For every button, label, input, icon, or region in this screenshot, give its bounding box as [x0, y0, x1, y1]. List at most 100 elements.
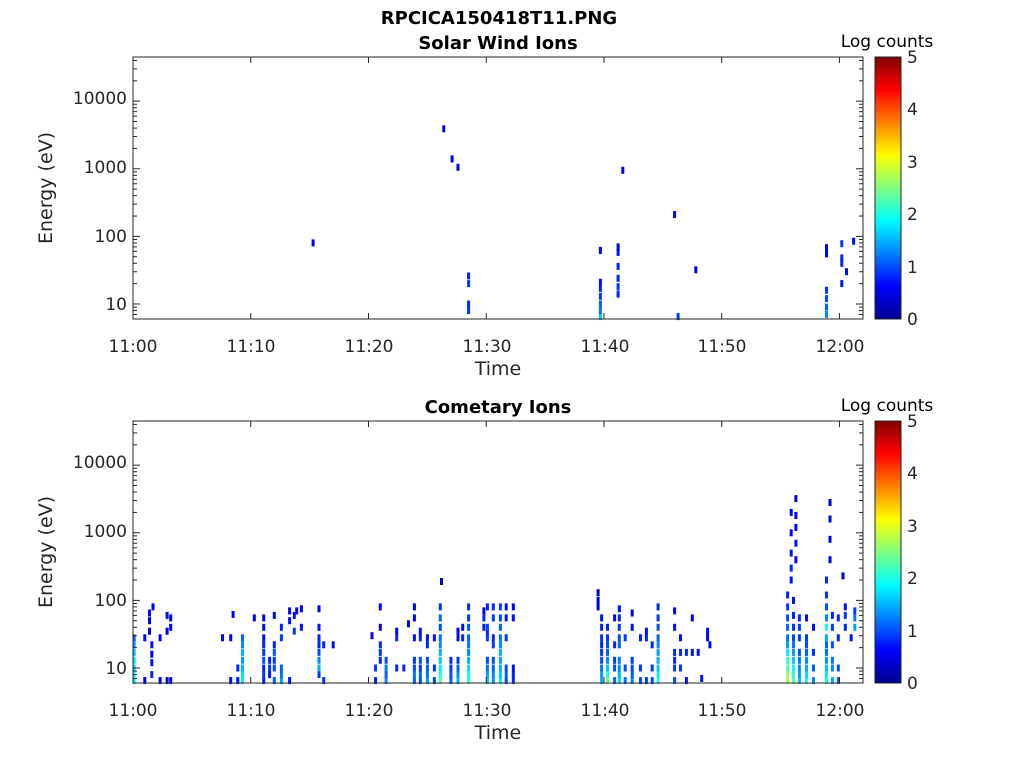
heatmap-cell — [268, 656, 272, 664]
heatmap-cell — [786, 656, 790, 664]
heatmap-cell — [272, 677, 276, 685]
heatmap-cell — [498, 677, 502, 685]
panel-1-xtick-label: 11:20 — [345, 337, 394, 357]
heatmap-cell — [621, 166, 625, 174]
heatmap-cell — [299, 623, 303, 631]
heatmap-cell — [694, 266, 698, 274]
heatmap-cell — [706, 627, 710, 635]
heatmap-cell — [623, 677, 627, 685]
heatmap-cell — [467, 641, 471, 649]
heatmap-cell — [598, 307, 602, 315]
panel-1-xtick-label: 11:40 — [581, 337, 630, 357]
heatmap-cell — [432, 677, 436, 685]
heatmap-cell — [617, 641, 621, 649]
panel-1-colorbar-label: Log counts — [841, 32, 934, 52]
heatmap-cell — [600, 677, 604, 685]
heatmap-cell — [656, 648, 660, 656]
panel-2-axes-frame — [132, 420, 864, 684]
heatmap-cell — [840, 254, 844, 262]
panel-1-colorbar — [874, 56, 902, 320]
heatmap-cell — [438, 656, 442, 664]
heatmap-cell — [696, 648, 700, 656]
panel-2-xtick-label: 11:40 — [581, 701, 630, 721]
heatmap-cell — [606, 671, 609, 679]
heatmap-cell — [708, 641, 712, 649]
heatmap-cell — [656, 623, 660, 631]
heatmap-cell — [288, 677, 292, 685]
panel-2-xtick-label: 11:50 — [698, 701, 747, 721]
heatmap-cell — [828, 515, 832, 523]
heatmap-cell — [797, 614, 801, 622]
heatmap-cell — [825, 603, 828, 611]
heatmap-cell — [412, 677, 416, 685]
panel-2-colorbar-tick: 2 — [907, 569, 918, 589]
heatmap-cell — [617, 634, 621, 642]
heatmap-cell — [467, 307, 471, 315]
heatmap-cell — [606, 664, 609, 672]
heatmap-cell — [825, 671, 828, 679]
heatmap-cell — [812, 664, 815, 672]
heatmap-cell — [606, 648, 609, 656]
panel-2-ytick-label: 100 — [95, 591, 127, 611]
heatmap-cell — [279, 671, 283, 679]
heatmap-cell — [598, 300, 602, 308]
panel-2-colorbar-tick: 1 — [907, 622, 918, 642]
heatmap-cell — [825, 656, 828, 664]
heatmap-cell — [262, 648, 266, 656]
heatmap-cell — [412, 614, 416, 622]
heatmap-cell — [797, 623, 801, 631]
panel-2-xtick-label: 12:00 — [816, 701, 865, 721]
heatmap-cell — [485, 671, 489, 679]
panel-2-ticks — [132, 420, 901, 684]
heatmap-cell — [617, 677, 621, 685]
heatmap-cell — [491, 656, 495, 664]
heatmap-cell — [673, 211, 677, 219]
heatmap-cell — [792, 641, 795, 649]
heatmap-cell — [805, 634, 808, 642]
panel-2-ytick-label: 10 — [105, 659, 127, 679]
panel-1-xtick-label: 11:30 — [463, 337, 512, 357]
heatmap-cell — [840, 259, 844, 267]
heatmap-cell — [150, 659, 154, 667]
heatmap-cell — [241, 664, 244, 672]
heatmap-cell — [843, 623, 847, 631]
heatmap-cell — [673, 623, 677, 631]
heatmap-cell — [617, 623, 621, 631]
heatmap-cell — [288, 617, 292, 625]
heatmap-cell — [456, 627, 460, 635]
heatmap-cell — [786, 648, 790, 656]
heatmap-cell — [805, 671, 808, 679]
heatmap-cell — [644, 634, 648, 642]
heatmap-cell — [825, 634, 828, 642]
heatmap-cell — [331, 641, 335, 649]
heatmap-cell — [845, 268, 848, 276]
heatmap-cell — [598, 284, 602, 292]
heatmap-cell — [830, 656, 834, 664]
heatmap-cell — [279, 664, 283, 672]
heatmap-cell — [262, 634, 266, 642]
heatmap-cell — [384, 656, 388, 664]
heatmap-cell — [630, 609, 634, 617]
heatmap-cell — [158, 677, 162, 685]
heatmap-cell — [700, 675, 704, 682]
heatmap-cell — [378, 603, 382, 611]
heatmap-cell — [792, 623, 795, 631]
heatmap-cell — [467, 671, 471, 679]
heatmap-cell — [786, 603, 790, 611]
heatmap-cell — [412, 603, 416, 611]
heatmap-cell — [384, 664, 388, 672]
heatmap-cell — [792, 596, 795, 604]
heatmap-cell — [504, 603, 508, 611]
heatmap-cell — [656, 664, 660, 672]
heatmap-cell — [825, 576, 828, 584]
panel-2-xtick-label: 11:10 — [227, 701, 276, 721]
heatmap-cell — [432, 664, 436, 672]
heatmap-cell — [836, 664, 840, 672]
heatmap-cell — [482, 614, 486, 622]
panel-2-colorbar-tick: 5 — [907, 412, 918, 432]
heatmap-cell — [630, 623, 634, 631]
heatmap-cell — [378, 641, 382, 649]
heatmap-cell — [143, 634, 147, 642]
heatmap-cell — [262, 671, 266, 679]
heatmap-cell — [438, 677, 442, 685]
